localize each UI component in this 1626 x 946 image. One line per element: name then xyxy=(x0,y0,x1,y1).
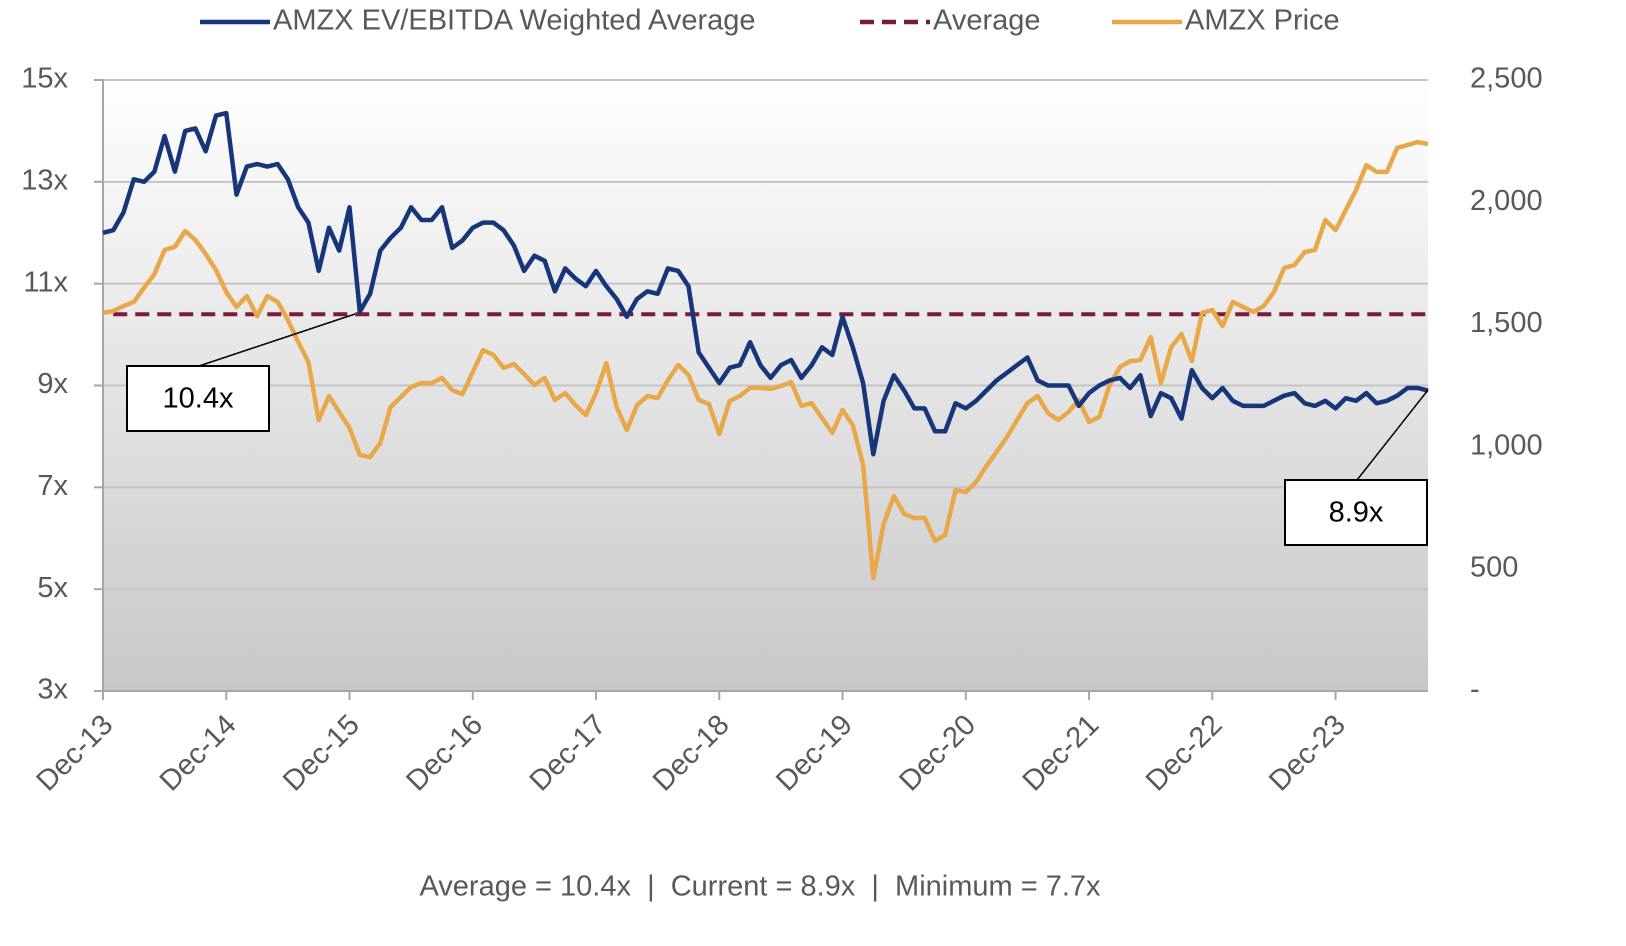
legend-label: Average xyxy=(933,5,1041,37)
y2-tick-label: 2,000 xyxy=(1470,185,1543,217)
y-tick-label: 5x xyxy=(37,572,68,604)
x-tick-label: Dec-21 xyxy=(1017,709,1106,798)
annotation-leader xyxy=(198,313,356,367)
y2-tick-label: 2,500 xyxy=(1470,63,1543,95)
series-line xyxy=(102,110,1429,457)
y2-tick-label: 500 xyxy=(1470,551,1518,583)
y-tick-label: 13x xyxy=(21,164,68,196)
annotation-label: 10.4x xyxy=(163,383,234,415)
x-tick-label: Dec-13 xyxy=(31,709,120,798)
x-tick-label: Dec-19 xyxy=(770,709,859,798)
x-tick-label: Dec-20 xyxy=(893,709,982,798)
x-tick-label: Dec-18 xyxy=(647,709,736,798)
x-tick-label: Dec-22 xyxy=(1140,709,1229,798)
series-line xyxy=(102,139,1429,581)
x-tick-label: Dec-23 xyxy=(1263,709,1352,798)
y-tick-label: 7x xyxy=(37,470,68,502)
y2-tick-label: 1,000 xyxy=(1470,429,1543,461)
y-tick-label: 11x xyxy=(23,266,68,298)
annotation-box xyxy=(126,365,270,432)
annotation-label: 8.9x xyxy=(1329,497,1384,529)
y2-tick-label: 1,500 xyxy=(1470,307,1543,339)
x-tick-label: Dec-17 xyxy=(524,709,613,798)
y-tick-label: 3x xyxy=(37,674,68,706)
annotation-box xyxy=(1284,479,1428,546)
y2-tick-label: - xyxy=(1470,674,1480,706)
annotation-leader xyxy=(1356,389,1429,481)
legend-label: AMZX EV/EBITDA Weighted Average xyxy=(273,5,756,37)
footnote: Average = 10.4x | Current = 8.9x | Minim… xyxy=(419,871,1101,903)
x-tick-label: Dec-14 xyxy=(154,709,243,798)
y-tick-label: 15x xyxy=(21,63,68,95)
y-tick-label: 9x xyxy=(37,368,68,400)
x-tick-label: Dec-15 xyxy=(277,709,366,798)
legend-label: AMZX Price xyxy=(1185,5,1340,37)
x-tick-label: Dec-16 xyxy=(400,709,489,798)
